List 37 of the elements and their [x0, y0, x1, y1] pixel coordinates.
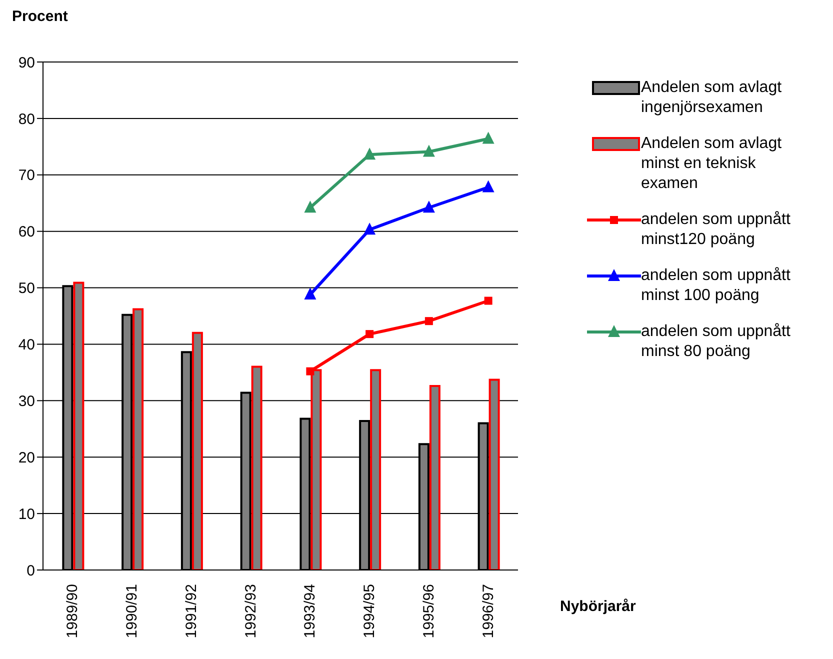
y-tick-label: 0	[26, 562, 35, 580]
x-tick-label: 1994/95	[361, 584, 378, 638]
point	[482, 132, 494, 144]
x-tick-label: 1989/90	[64, 584, 82, 638]
point	[422, 144, 435, 157]
point	[364, 148, 376, 160]
x-tick-label: 1996/97	[480, 584, 497, 638]
point	[424, 317, 433, 326]
y-tick-label: 70	[18, 167, 35, 184]
y-tick-label: 20	[18, 449, 35, 466]
y-tick-label: 50	[18, 280, 35, 298]
x-tick-label: 1990/91	[124, 584, 141, 638]
point	[482, 180, 494, 192]
point	[304, 288, 316, 300]
y-tick-label: 60	[18, 224, 35, 241]
x-axis-title: Nybörjarår	[560, 598, 636, 615]
y-tick-label: 90	[18, 54, 35, 72]
legend-label: andelen som uppnått minst 80 poäng	[641, 322, 792, 362]
point	[484, 296, 492, 305]
y-tick-label: 10	[18, 506, 35, 523]
legend-label: andelen som uppnått minst 100 poäng	[641, 266, 792, 306]
point	[306, 367, 314, 376]
legend-label: Andelen som avlagt minst en teknisk examen	[641, 134, 783, 194]
y-tick-label: 40	[18, 336, 35, 354]
point	[422, 200, 435, 213]
y-tick-label: 30	[18, 392, 35, 410]
x-tick-label: 1992/93	[242, 584, 260, 638]
chart-title: Procent	[12, 8, 68, 25]
point	[366, 330, 374, 338]
x-tick-label: 1995/96	[420, 584, 438, 638]
y-tick-label: 80	[18, 110, 35, 128]
legend-label: andelen som uppnått minst120 poäng	[641, 210, 792, 250]
x-tick-label: 1993/94	[302, 584, 319, 638]
x-tick-label: 1991/92	[182, 584, 200, 638]
point	[364, 222, 376, 235]
point	[304, 200, 316, 213]
legend-label: Andelen som avlagt ingenjörsexamen	[641, 78, 783, 118]
